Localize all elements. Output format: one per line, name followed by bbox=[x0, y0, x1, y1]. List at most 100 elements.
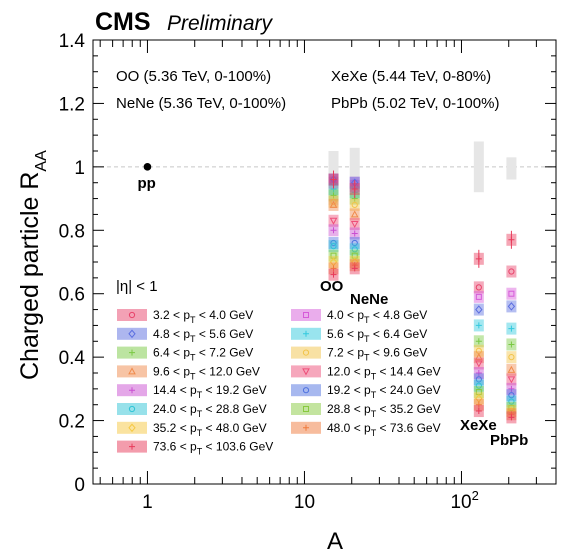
data-point-marker bbox=[508, 392, 515, 399]
data-point-syst-box bbox=[506, 351, 517, 364]
data-point-marker bbox=[303, 330, 309, 337]
data-point-marker bbox=[475, 376, 482, 383]
data-point-marker bbox=[330, 239, 337, 247]
data-point-syst-box bbox=[349, 198, 360, 211]
legend-swatch bbox=[291, 403, 321, 415]
system-description: NeNe (5.36 TeV, 0-100%) bbox=[116, 95, 286, 112]
x-tick-label: 1 bbox=[142, 492, 153, 513]
data-point-syst-box bbox=[506, 373, 517, 386]
data-point-syst-box bbox=[473, 373, 484, 386]
pp-label: pp bbox=[137, 175, 155, 192]
data-point-marker bbox=[508, 325, 515, 332]
x-tick-label: 10 bbox=[294, 492, 315, 513]
legend-entry: 35.2 < pT < 48.0 GeV bbox=[153, 421, 267, 438]
data-point-marker bbox=[330, 227, 337, 234]
data-point-marker bbox=[475, 293, 482, 300]
y-tick-label: 0.8 bbox=[59, 221, 85, 242]
y-tick-label: 0.6 bbox=[59, 285, 85, 306]
legend-entry: 4.0 < pT < 4.8 GeV bbox=[327, 308, 427, 325]
data-point-syst-box bbox=[473, 386, 484, 399]
legend-entry: 19.2 < pT < 24.0 GeV bbox=[327, 383, 441, 400]
y-tick-label: 0 bbox=[74, 475, 85, 496]
legend-swatch bbox=[117, 403, 147, 415]
legend-swatch bbox=[291, 346, 321, 359]
legend-entry: 3.2 < pT < 4.0 GeV bbox=[153, 308, 253, 325]
data-point-syst-box bbox=[506, 405, 517, 418]
system-label-xexe: XeXe bbox=[460, 417, 497, 434]
system-label-oo: OO bbox=[320, 278, 344, 295]
data-point-marker bbox=[303, 406, 309, 412]
data-point-marker bbox=[330, 176, 337, 183]
data-point-syst-box bbox=[506, 265, 517, 278]
data-point-syst-box bbox=[506, 395, 517, 408]
y-tick-label: 1.4 bbox=[59, 31, 86, 52]
legend-entry: 5.6 < pT < 6.4 GeV bbox=[327, 327, 427, 344]
data-point-marker bbox=[474, 353, 483, 361]
y-tick-label: 1 bbox=[74, 158, 85, 179]
cms-title: CMS bbox=[95, 8, 151, 36]
data-point-marker bbox=[351, 230, 358, 237]
data-point-marker bbox=[303, 424, 309, 431]
data-point-marker bbox=[350, 210, 359, 218]
data-point-marker bbox=[475, 255, 482, 262]
data-point-syst-box bbox=[473, 392, 484, 405]
pp-reference-point bbox=[143, 163, 152, 171]
data-point-marker bbox=[507, 376, 516, 384]
data-point-marker bbox=[351, 239, 358, 247]
system-description: XeXe (5.44 TeV, 0-80%) bbox=[331, 68, 491, 85]
data-point-marker bbox=[330, 198, 337, 205]
data-point-marker bbox=[351, 246, 358, 253]
legend-swatch bbox=[291, 309, 321, 321]
norm-uncertainty-box bbox=[473, 141, 484, 193]
data-point-marker bbox=[475, 401, 482, 408]
data-point-marker bbox=[475, 338, 482, 345]
data-point-marker bbox=[303, 312, 309, 318]
y-tick-label: 1.2 bbox=[59, 94, 85, 115]
data-point-marker bbox=[350, 220, 359, 228]
data-point-syst-box bbox=[506, 300, 517, 313]
data-point-syst-box bbox=[473, 281, 484, 294]
data-point-syst-box bbox=[349, 249, 360, 262]
data-point-marker bbox=[508, 354, 515, 361]
data-point-marker bbox=[508, 414, 515, 421]
system-label-nene: NeNe bbox=[350, 291, 388, 308]
data-point-marker bbox=[302, 349, 310, 356]
data-point-syst-box bbox=[506, 363, 517, 376]
data-point-syst-box bbox=[349, 208, 360, 221]
data-point-syst-box bbox=[473, 351, 484, 364]
data-point-marker bbox=[128, 311, 136, 319]
legend-entry: 14.4 < pT < 19.2 GeV bbox=[153, 383, 267, 400]
data-point-marker bbox=[351, 265, 358, 272]
data-point-marker bbox=[351, 186, 358, 193]
data-point-marker bbox=[330, 243, 337, 250]
legend-swatch bbox=[117, 327, 147, 340]
system-description: OO (5.36 TeV, 0-100%) bbox=[116, 68, 271, 85]
data-point-syst-box bbox=[328, 198, 339, 211]
data-point-marker bbox=[329, 200, 338, 208]
data-point-marker bbox=[129, 349, 135, 356]
legend-swatch bbox=[291, 384, 321, 397]
data-point-marker bbox=[508, 290, 515, 297]
data-point-syst-box bbox=[328, 214, 339, 227]
data-point-marker bbox=[128, 405, 136, 413]
legend-swatch bbox=[117, 421, 147, 434]
data-point-marker bbox=[330, 265, 337, 272]
system-label-pbpb: PbPb bbox=[490, 432, 528, 449]
data-point-marker bbox=[128, 367, 136, 375]
data-point-marker bbox=[330, 271, 337, 278]
data-point-marker bbox=[351, 201, 358, 209]
data-point-marker bbox=[475, 322, 482, 329]
legend-entry: 24.0 < pT < 28.8 GeV bbox=[153, 402, 267, 419]
legend-swatch bbox=[117, 365, 147, 378]
data-point-marker bbox=[508, 341, 515, 348]
data-point-marker bbox=[129, 443, 135, 450]
data-point-marker bbox=[508, 404, 515, 411]
data-point-syst-box bbox=[349, 236, 360, 249]
legend-entry: 9.6 < pT < 12.0 GeV bbox=[153, 364, 260, 381]
legend-entry: 7.2 < pT < 9.6 GeV bbox=[327, 346, 427, 363]
data-point-marker bbox=[507, 302, 516, 311]
legend-swatch bbox=[117, 309, 147, 321]
data-point-syst-box bbox=[506, 389, 517, 402]
